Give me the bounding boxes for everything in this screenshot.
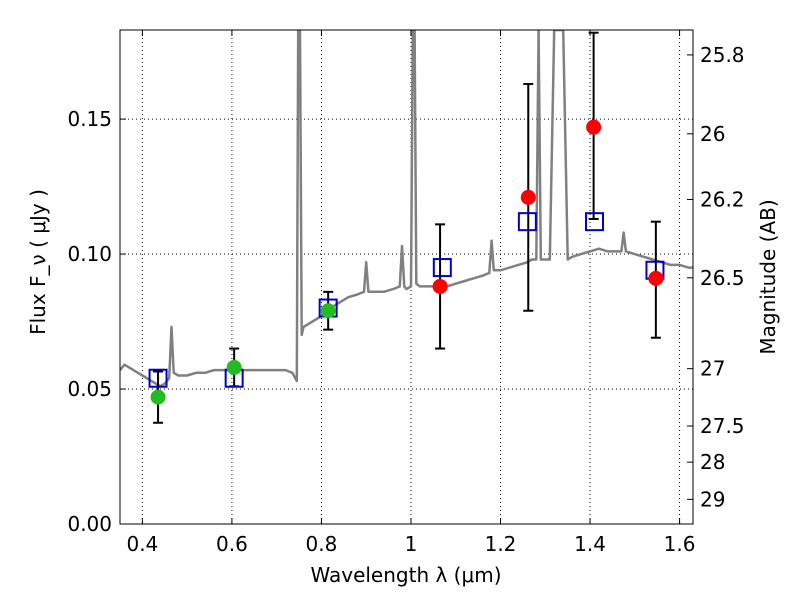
measured-point [320, 303, 336, 319]
x-tick-label: 0.6 [216, 532, 248, 556]
x-tick-label: 0.8 [306, 532, 338, 556]
measured-point [648, 270, 664, 286]
measured-point [432, 278, 448, 294]
mag-tick-label: 28 [700, 450, 725, 474]
grid-layer [120, 30, 693, 524]
y-axis-title: Flux F_ν ( μJy ) [26, 189, 50, 335]
x-tick-label: 0.4 [126, 532, 158, 556]
mag-tick-label: 29 [700, 487, 725, 511]
spectrum-line [120, 30, 693, 388]
measured-point [586, 119, 602, 135]
plot-layer [120, 30, 693, 424]
x-tick-label: 1.2 [485, 532, 517, 556]
y-tick-label: 0.00 [67, 512, 112, 536]
mag-tick-label: 27.5 [700, 414, 745, 438]
mag-tick-label: 26.2 [700, 187, 745, 211]
mag-tick-label: 26.5 [700, 266, 745, 290]
measured-point [226, 359, 242, 375]
plot-frame [119, 29, 694, 525]
mag-tick-label: 27 [700, 357, 725, 381]
x-axis-title: Wavelength λ (μm) [310, 563, 501, 587]
model-square [585, 212, 605, 232]
y2-axis-title: Magnitude (AB) [756, 199, 780, 354]
x-tick-label: 1.6 [664, 532, 696, 556]
measured-point [150, 389, 166, 405]
measured-point [520, 189, 536, 205]
y-tick-label: 0.05 [67, 377, 112, 401]
x-tick-label: 1.4 [574, 532, 606, 556]
model-square [517, 212, 537, 232]
tick-layer: 0.4 0.6 0.8 1 1.2 1.4 1.6 0.00 0.05 0.10 0.15 25.8 2… [67, 30, 745, 556]
y-tick-label: 0.15 [67, 107, 112, 131]
model-square [148, 368, 168, 388]
mag-tick-label: 25.8 [700, 43, 745, 67]
mag-tick-label: 26 [700, 122, 725, 146]
y-tick-label: 0.10 [67, 242, 112, 266]
x-tick-label: 1 [405, 532, 418, 556]
model-square [432, 258, 452, 278]
